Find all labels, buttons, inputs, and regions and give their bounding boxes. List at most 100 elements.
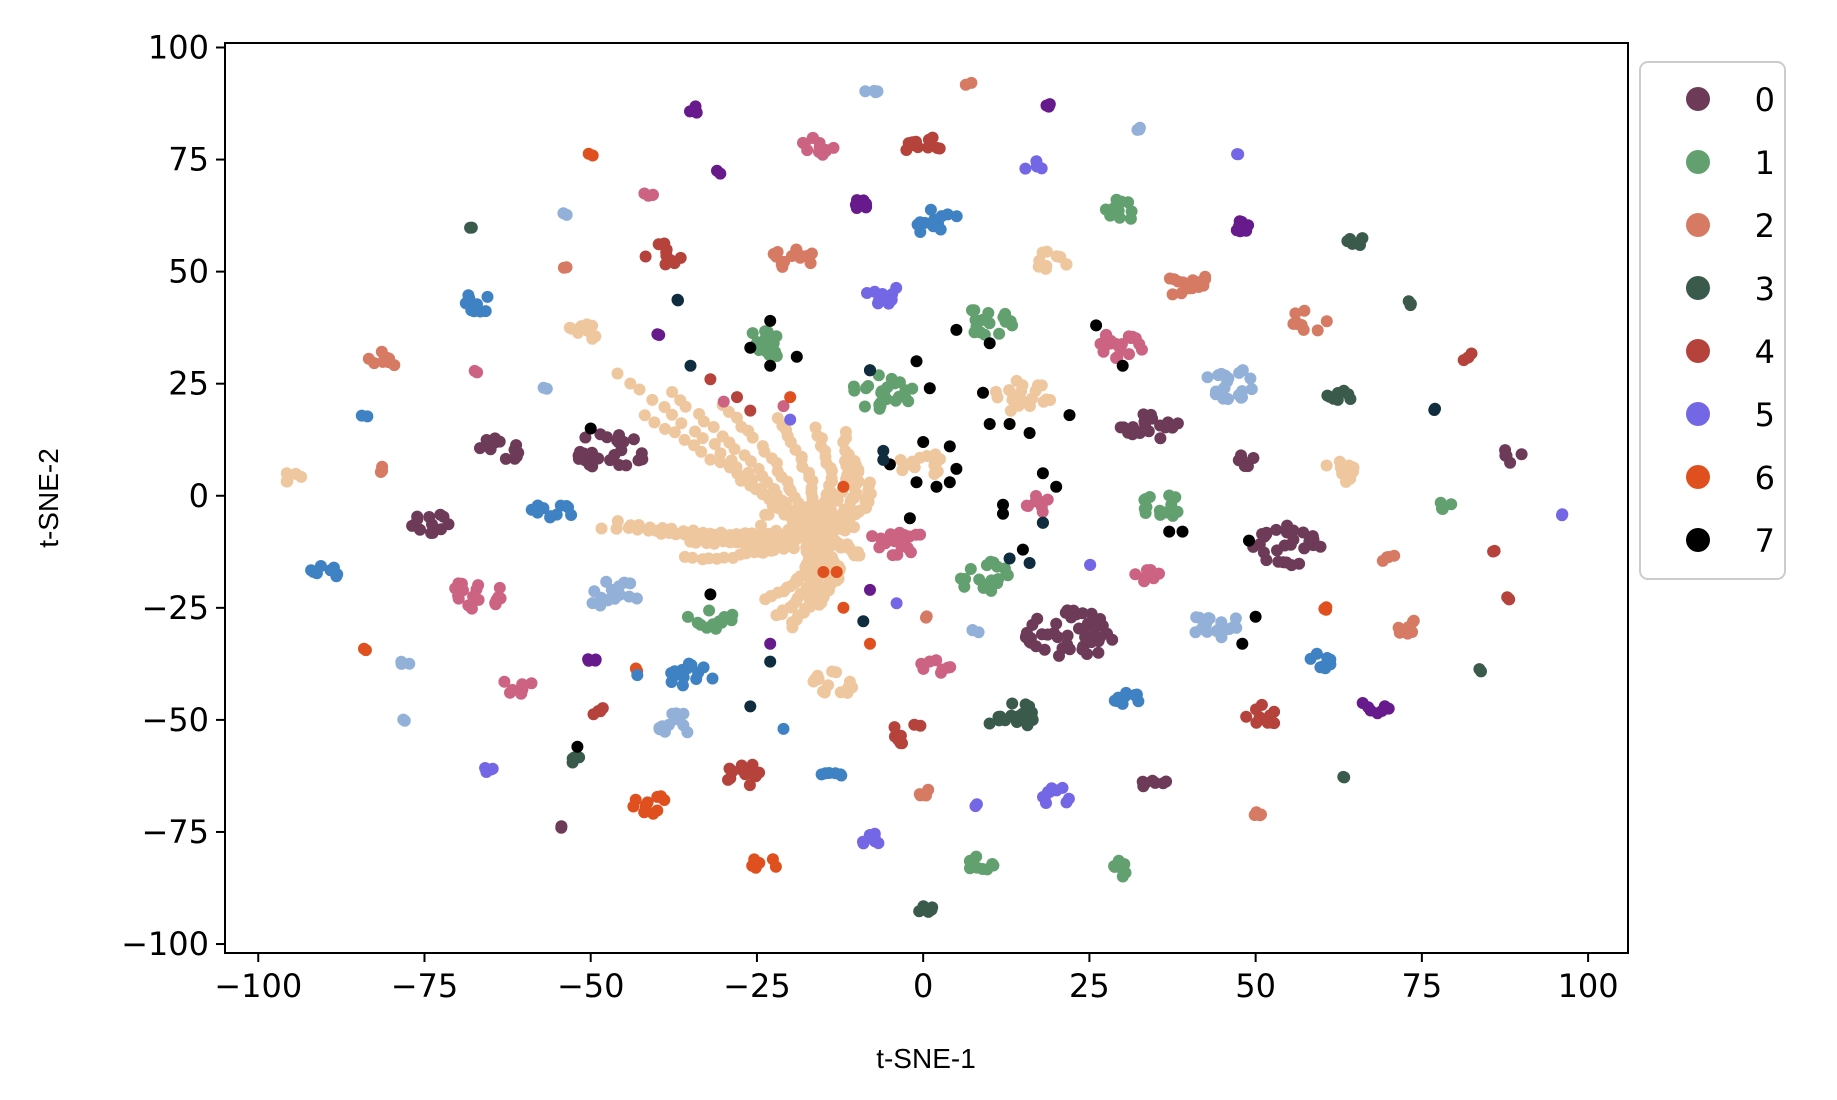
scatter-point bbox=[817, 566, 830, 578]
scatter-point bbox=[816, 148, 829, 161]
scatter-point bbox=[931, 465, 944, 478]
scatter-point bbox=[1019, 162, 1032, 175]
scatter-point bbox=[790, 243, 803, 256]
scatter-point bbox=[689, 100, 702, 113]
scatter-point bbox=[470, 583, 483, 596]
scatter-point bbox=[1043, 98, 1056, 111]
scatter-point bbox=[1032, 260, 1045, 273]
scatter-point bbox=[959, 78, 972, 91]
x-tick-label: 75 bbox=[1402, 967, 1443, 1005]
scatter-point bbox=[848, 521, 860, 534]
scatter-point bbox=[629, 793, 642, 806]
scatter-point bbox=[1114, 343, 1127, 356]
scatter-point bbox=[923, 382, 936, 395]
scatter-point bbox=[1090, 319, 1103, 332]
scatter-point bbox=[1254, 809, 1266, 822]
scatter-point bbox=[784, 413, 797, 426]
scatter-points bbox=[280, 76, 1569, 918]
scatter-point bbox=[872, 297, 884, 310]
scatter-point bbox=[1116, 359, 1129, 372]
scatter-point bbox=[1203, 612, 1216, 625]
x-tick-label: 50 bbox=[1235, 967, 1276, 1005]
scatter-point bbox=[864, 583, 876, 596]
scatter-point bbox=[331, 568, 344, 581]
scatter-point bbox=[895, 539, 908, 552]
scatter-point bbox=[631, 523, 644, 536]
scatter-point bbox=[648, 416, 661, 429]
scatter-point bbox=[896, 464, 909, 477]
scatter-point bbox=[1209, 388, 1222, 401]
scatter-point bbox=[678, 550, 691, 563]
scatter-point bbox=[673, 708, 685, 721]
scatter-point bbox=[1006, 697, 1019, 710]
scatter-point bbox=[1063, 409, 1076, 422]
scatter-point bbox=[1244, 372, 1257, 385]
scatter-point bbox=[715, 616, 728, 629]
scatter-point bbox=[582, 654, 595, 667]
scatter-point bbox=[525, 503, 538, 516]
scatter-point bbox=[708, 438, 721, 450]
scatter-point bbox=[764, 544, 777, 557]
scatter-point bbox=[425, 527, 438, 539]
scatter-point bbox=[1334, 461, 1347, 474]
scatter-point bbox=[904, 546, 917, 559]
scatter-point bbox=[1030, 493, 1043, 506]
scatter-point bbox=[726, 765, 739, 778]
scatter-point bbox=[1434, 496, 1447, 509]
scatter-point bbox=[1003, 384, 1016, 397]
scatter-point bbox=[1289, 307, 1302, 320]
scatter-point bbox=[943, 440, 956, 453]
scatter-point bbox=[1001, 569, 1014, 582]
scatter-point bbox=[1298, 542, 1311, 555]
scatter-point bbox=[403, 657, 416, 670]
legend-label: 0 bbox=[1755, 81, 1775, 119]
scatter-point bbox=[646, 393, 659, 406]
scatter-point bbox=[926, 131, 939, 144]
scatter-point bbox=[584, 422, 597, 435]
scatter-point bbox=[1487, 545, 1500, 558]
scatter-point bbox=[666, 408, 678, 421]
scatter-point bbox=[743, 779, 756, 792]
scatter-point bbox=[999, 315, 1012, 328]
scatter-point bbox=[795, 511, 808, 524]
scatter-point bbox=[910, 355, 923, 368]
scatter-point bbox=[837, 480, 850, 493]
scatter-point bbox=[714, 456, 727, 469]
scatter-point bbox=[681, 726, 694, 739]
scatter-point bbox=[1107, 202, 1120, 215]
scatter-point bbox=[841, 538, 854, 551]
scatter-point bbox=[1050, 250, 1063, 263]
scatter-point bbox=[909, 528, 922, 541]
scatter-point bbox=[678, 528, 691, 541]
scatter-point bbox=[1401, 627, 1414, 640]
legend-label: 1 bbox=[1755, 144, 1775, 182]
scatter-point bbox=[1127, 421, 1139, 434]
scatter-point bbox=[1146, 774, 1159, 787]
scatter-point bbox=[1256, 528, 1269, 540]
scatter-point bbox=[1515, 448, 1528, 461]
scatter-point bbox=[862, 380, 875, 392]
scatter-point bbox=[624, 377, 637, 390]
scatter-point bbox=[920, 450, 933, 462]
scatter-point bbox=[1092, 646, 1105, 659]
scatter-point bbox=[778, 255, 791, 268]
scatter-point bbox=[933, 142, 946, 155]
scatter-point bbox=[744, 404, 757, 417]
scatter-point bbox=[888, 721, 901, 734]
scatter-point bbox=[1154, 432, 1167, 445]
legend-marker bbox=[1686, 87, 1710, 111]
scatter-point bbox=[890, 597, 903, 610]
scatter-point bbox=[970, 850, 983, 863]
scatter-point bbox=[1137, 780, 1150, 793]
scatter-point bbox=[515, 687, 528, 700]
scatter-point bbox=[375, 345, 388, 358]
scatter-point bbox=[1291, 317, 1304, 330]
scatter-point bbox=[848, 549, 861, 562]
scatter-point bbox=[972, 626, 985, 639]
scatter-point bbox=[1388, 549, 1401, 562]
scatter-point bbox=[474, 305, 487, 318]
scatter-point bbox=[885, 372, 898, 385]
scatter-point bbox=[1097, 345, 1110, 358]
scatter-point bbox=[452, 592, 465, 605]
scatter-point bbox=[914, 226, 927, 238]
